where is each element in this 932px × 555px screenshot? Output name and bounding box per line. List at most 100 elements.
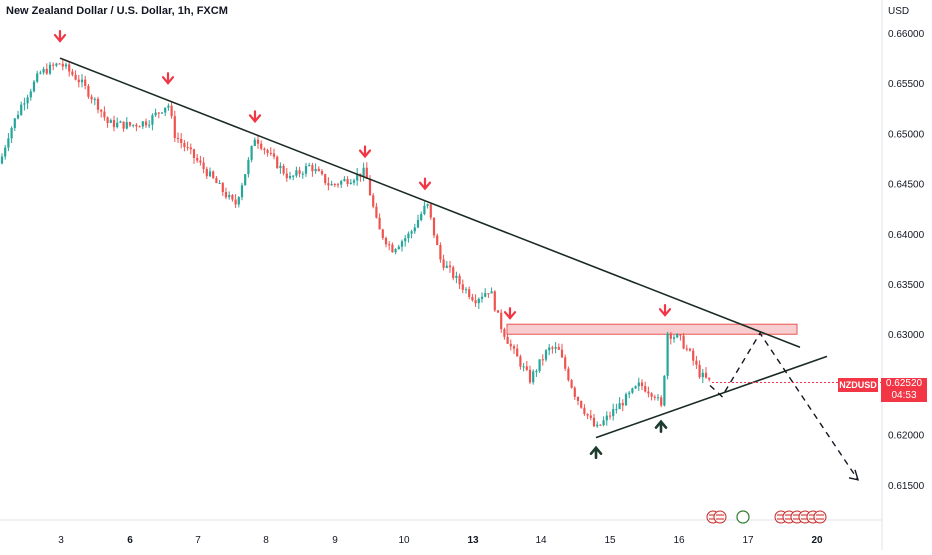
candle-body [356, 173, 359, 181]
candle-body [471, 296, 474, 301]
sell-arrow-icon [248, 110, 262, 124]
candle-body [20, 104, 23, 115]
candle-body [295, 170, 298, 176]
candle-body [340, 181, 343, 185]
candle-body [64, 64, 68, 67]
sell-arrow-marker [418, 177, 432, 191]
candle-body [628, 392, 631, 395]
x-tick-label: 13 [467, 535, 479, 546]
candle-body [26, 97, 29, 104]
sell-arrow-icon [658, 304, 672, 317]
candle-body [410, 231, 413, 234]
x-tick-label: 8 [263, 535, 269, 546]
x-tick-label: 14 [535, 535, 547, 546]
candle-body [292, 175, 295, 177]
bar-countdown: 04:53 [891, 390, 917, 401]
candle-body [573, 387, 576, 397]
projection-path [709, 331, 859, 481]
sell-arrow-icon [503, 307, 517, 320]
candle-body [528, 369, 532, 383]
candle-body [631, 388, 634, 393]
candle-body [279, 165, 282, 169]
descending-trendline [59, 57, 801, 349]
candle-body [599, 424, 602, 426]
candle-body [650, 393, 653, 397]
candle-body [490, 291, 493, 294]
candle-body [634, 386, 637, 389]
x-tick-label: 7 [195, 535, 201, 546]
candle-body [455, 275, 458, 278]
candle-body [516, 348, 519, 357]
projection-arrowhead [848, 469, 860, 481]
candle-body [701, 372, 704, 378]
candle-body [237, 197, 240, 205]
candle-body [90, 96, 93, 100]
candle-body [375, 206, 378, 218]
candle-body [285, 173, 288, 179]
candle-body [96, 98, 100, 110]
x-tick-label: 15 [604, 535, 616, 546]
candle-body [506, 336, 509, 344]
candle-body [234, 199, 237, 205]
candle-body [55, 63, 58, 66]
candle-body [103, 111, 106, 118]
candle-body [240, 185, 244, 198]
candle-body [304, 165, 308, 174]
candle-body [394, 249, 397, 253]
event-flag-icon [813, 510, 827, 524]
candle-body [39, 72, 42, 74]
candle-body [423, 205, 426, 215]
candle-body [535, 370, 538, 372]
candle-body [426, 204, 429, 206]
candle-body [544, 350, 548, 360]
buy-arrow-icon [654, 419, 668, 433]
candle-body [685, 348, 688, 350]
chart-title: New Zealand Dollar / U.S. Dollar, 1h, FX… [6, 5, 228, 17]
candle-body [512, 346, 516, 349]
candle-body [464, 289, 468, 291]
axis-currency-label: USD [888, 6, 909, 17]
candle-body [477, 298, 480, 304]
candle-body [640, 382, 644, 387]
candle-body [676, 334, 679, 338]
candle-body [282, 165, 285, 174]
candle-body [618, 403, 621, 410]
resistance-zone [506, 323, 798, 335]
candle-body [154, 112, 157, 116]
y-tick-label: 0.63500 [888, 280, 925, 291]
candle-body [298, 170, 301, 174]
candle-body [564, 357, 567, 369]
candle-body [100, 109, 103, 112]
candle-body [461, 284, 464, 290]
candle-body [87, 85, 90, 97]
candle-body [74, 74, 77, 80]
candle-body [93, 98, 96, 100]
candle-body [698, 364, 701, 378]
candle-body [602, 420, 605, 426]
candle-body [378, 217, 381, 230]
candle-body [189, 147, 192, 150]
candle-body [170, 105, 173, 117]
candle-body [583, 407, 586, 414]
candle-body [362, 167, 365, 177]
candle-body [301, 173, 304, 175]
candle-body [151, 115, 154, 125]
candle-body [167, 105, 170, 108]
candle-body [4, 147, 7, 157]
candle-body [308, 165, 311, 167]
candle-body [416, 220, 420, 228]
event-flag-icon [713, 510, 727, 524]
candle-body [384, 238, 388, 245]
candle-body [391, 244, 394, 253]
sell-arrow-icon [358, 145, 372, 159]
candle-body [215, 177, 218, 184]
candle-body [160, 112, 164, 114]
last-price-box: 0.62520 04:53 [881, 378, 927, 402]
candle-body [256, 139, 260, 144]
candle-body [77, 79, 80, 83]
candle-body [132, 124, 135, 126]
candle-body [496, 310, 500, 313]
candle-body [106, 117, 109, 123]
